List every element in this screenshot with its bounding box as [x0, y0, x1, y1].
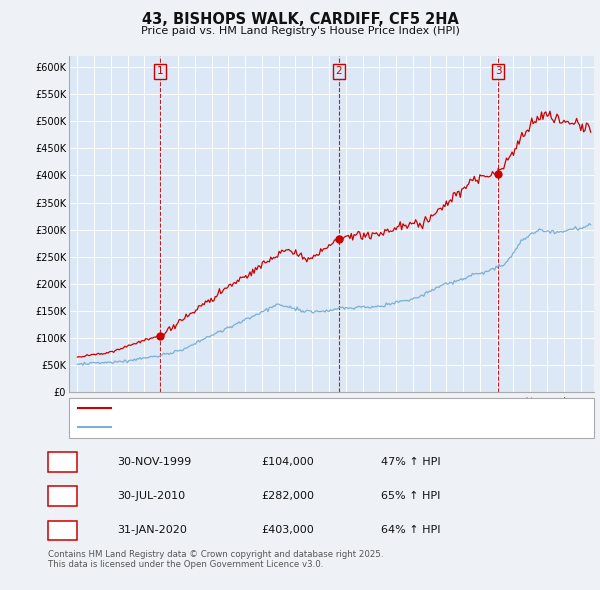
Text: 30-NOV-1999: 30-NOV-1999 — [117, 457, 191, 467]
Text: 65% ↑ HPI: 65% ↑ HPI — [381, 491, 440, 501]
Text: HPI: Average price, semi-detached house, Cardiff: HPI: Average price, semi-detached house,… — [116, 422, 361, 432]
Text: 30-JUL-2010: 30-JUL-2010 — [117, 491, 185, 501]
Text: Price paid vs. HM Land Registry's House Price Index (HPI): Price paid vs. HM Land Registry's House … — [140, 26, 460, 36]
Text: 1: 1 — [157, 66, 163, 76]
Text: 64% ↑ HPI: 64% ↑ HPI — [381, 526, 440, 535]
Text: £104,000: £104,000 — [261, 457, 314, 467]
Text: 1: 1 — [59, 455, 66, 468]
Text: 47% ↑ HPI: 47% ↑ HPI — [381, 457, 440, 467]
Text: 43, BISHOPS WALK, CARDIFF, CF5 2HA: 43, BISHOPS WALK, CARDIFF, CF5 2HA — [142, 12, 458, 27]
Text: 3: 3 — [495, 66, 502, 76]
Text: £403,000: £403,000 — [261, 526, 314, 535]
Text: 43, BISHOPS WALK, CARDIFF, CF5 2HA (semi-detached house): 43, BISHOPS WALK, CARDIFF, CF5 2HA (semi… — [116, 404, 426, 414]
Text: 3: 3 — [59, 524, 66, 537]
Text: £282,000: £282,000 — [261, 491, 314, 501]
Text: 31-JAN-2020: 31-JAN-2020 — [117, 526, 187, 535]
Text: 2: 2 — [59, 490, 66, 503]
Text: 2: 2 — [335, 66, 342, 76]
Text: Contains HM Land Registry data © Crown copyright and database right 2025.
This d: Contains HM Land Registry data © Crown c… — [48, 550, 383, 569]
